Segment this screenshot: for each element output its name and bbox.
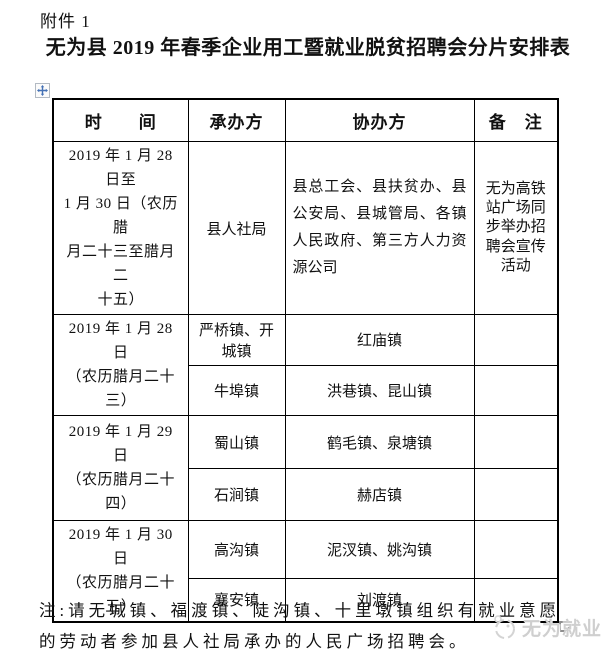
attachment-label: 附件 1: [40, 12, 91, 31]
co-organizer-cell: 鹤毛镇、泉塘镇: [284, 415, 475, 469]
move-arrows-icon: [37, 85, 48, 96]
organizer-cell: 县人社局: [187, 141, 286, 315]
remark-cell: [473, 577, 559, 623]
remark-cell: [473, 520, 559, 579]
table-row: 襄安镇 刘渡镇: [53, 577, 559, 623]
table-row: 2019 年 1 月 30 日 （农历腊月二十五） 高沟镇 泥汊镇、姚沟镇: [52, 520, 559, 623]
time-cell: 2019 年 1 月 29 日 （农历腊月二十四）: [52, 415, 189, 521]
table-row: 石涧镇 赫店镇: [53, 468, 559, 521]
col-header-remark: 备 注: [473, 98, 559, 142]
co-organizer-cell: 赫店镇: [284, 468, 475, 521]
remark-cell: [473, 415, 559, 469]
time-cell: 2019 年 1 月 30 日 （农历腊月二十五）: [52, 520, 189, 623]
co-organizer-cell: 泥汊镇、姚沟镇: [284, 520, 475, 579]
schedule-table-container: 时 间 承办方 协办方 备 注 2019 年 1 月 28 日至 1 月 30 …: [35, 83, 570, 632]
organizer-cell: 严桥镇、开城镇: [187, 314, 286, 366]
co-organizer-cell: 红庙镇: [284, 314, 475, 366]
co-organizer-cell: 洪巷镇、昆山镇: [284, 364, 475, 416]
table-row: 牛埠镇 洪巷镇、昆山镇: [53, 364, 559, 416]
organizer-cell: 蜀山镇: [187, 415, 286, 469]
col-header-time: 时 间: [52, 98, 189, 142]
co-organizer-cell: 县总工会、县扶贫办、县公安局、县城管局、各镇人民政府、第三方人力资源公司: [284, 141, 475, 315]
table-resize-handle[interactable]: [559, 621, 570, 632]
table-move-handle[interactable]: [35, 83, 50, 98]
remark-cell: [473, 364, 559, 416]
watermark: 无为就业: [491, 613, 602, 641]
table-header-row: 时 间 承办方 协办方 备 注: [52, 98, 559, 142]
time-cell: 2019 年 1 月 28 日 （农历腊月二十三）: [52, 314, 189, 416]
footnote: 注:请无城镇、福渡镇、陡沟镇、十里墩镇组织有就业意愿的劳动者参加县人社局承办的人…: [39, 600, 561, 651]
organizer-cell: 石涧镇: [187, 468, 286, 521]
table-row: 2019 年 1 月 29 日 （农历腊月二十四） 蜀山镇 鹤毛镇、泉塘镇: [52, 415, 559, 521]
remark-cell: 无为高铁 站广场同 步举办招 聘会宣传 活动: [473, 141, 559, 315]
organizer-cell: 高沟镇: [187, 520, 286, 579]
co-organizer-cell: 刘渡镇: [284, 577, 475, 623]
table-row: 2019 年 1 月 28 日 （农历腊月二十三） 严桥镇、开城镇 红庙镇: [52, 314, 559, 416]
organizer-cell: 牛埠镇: [187, 364, 286, 416]
watermark-label: 无为就业: [522, 618, 603, 640]
page-title: 无为县 2019 年春季企业用工暨就业脱贫招聘会分片安排表: [45, 37, 571, 59]
organizer-cell: 襄安镇: [187, 577, 286, 623]
time-cell: 2019 年 1 月 28 日至 1 月 30 日（农历腊 月二十三至腊月二 十…: [52, 141, 189, 315]
table-row: 2019 年 1 月 28 日至 1 月 30 日（农历腊 月二十三至腊月二 十…: [52, 141, 559, 315]
col-header-organizer: 承办方: [187, 98, 286, 142]
wuwei-employment-logo-icon: [491, 613, 517, 641]
remark-cell: [473, 468, 559, 521]
remark-cell: [473, 314, 559, 366]
col-header-co-organizer: 协办方: [284, 98, 475, 142]
schedule-table: 时 间 承办方 协办方 备 注 2019 年 1 月 28 日至 1 月 30 …: [52, 98, 559, 623]
